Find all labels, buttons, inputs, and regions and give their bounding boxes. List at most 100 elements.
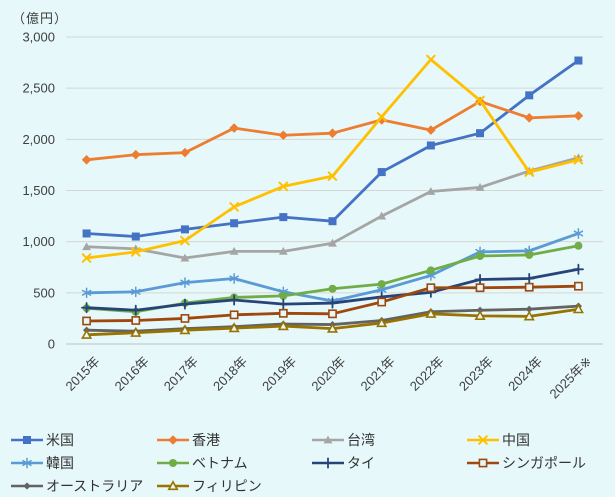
legend-label: 韓国 bbox=[46, 454, 74, 471]
marker bbox=[376, 317, 388, 328]
marker bbox=[377, 168, 386, 177]
marker bbox=[81, 328, 93, 339]
marker bbox=[426, 272, 436, 279]
y-tick-label: 0 bbox=[48, 337, 55, 352]
marker bbox=[180, 225, 189, 234]
marker bbox=[81, 155, 92, 165]
x-tick-label: 2017年 bbox=[161, 354, 201, 394]
marker bbox=[376, 286, 387, 293]
marker bbox=[572, 303, 584, 314]
marker bbox=[524, 167, 535, 177]
marker bbox=[328, 238, 337, 247]
x-tick-label: 2021年 bbox=[358, 354, 398, 394]
marker bbox=[131, 288, 141, 295]
marker bbox=[131, 316, 141, 325]
legend-item-thailand: タイ bbox=[311, 453, 466, 473]
legend-marker-icon bbox=[11, 457, 43, 468]
x-tick-label: 2019年 bbox=[259, 354, 299, 394]
x-tick-label: 2024年 bbox=[505, 354, 545, 394]
marker bbox=[525, 250, 534, 259]
marker bbox=[278, 246, 288, 255]
marker bbox=[426, 266, 435, 275]
marker bbox=[130, 326, 142, 337]
x-tick-label: 2020年 bbox=[308, 354, 348, 394]
marker bbox=[476, 129, 485, 138]
legend-item-korea: 韓国 bbox=[10, 453, 156, 473]
marker bbox=[82, 229, 91, 238]
marker bbox=[327, 171, 338, 181]
marker bbox=[82, 316, 91, 326]
marker bbox=[475, 183, 485, 191]
legend-label: 台湾 bbox=[347, 431, 375, 448]
marker bbox=[328, 309, 337, 319]
legend-item-usa: 米国 bbox=[10, 430, 156, 450]
marker bbox=[279, 291, 288, 300]
marker bbox=[81, 253, 92, 263]
marker bbox=[180, 279, 190, 286]
marker bbox=[131, 232, 140, 241]
legend-marker-icon bbox=[467, 458, 499, 467]
y-tick-label: 2,000 bbox=[22, 132, 55, 147]
marker bbox=[475, 95, 485, 106]
marker bbox=[573, 230, 584, 237]
legend-item-vietnam: ベトナム bbox=[156, 453, 311, 473]
marker bbox=[524, 282, 534, 292]
legend-item-australia: オーストラリア bbox=[10, 476, 156, 496]
legend-marker-icon bbox=[312, 435, 344, 443]
marker bbox=[377, 297, 387, 307]
marker bbox=[476, 251, 485, 260]
legend-label: タイ bbox=[347, 454, 375, 471]
legend-marker-icon bbox=[467, 434, 499, 445]
marker bbox=[179, 324, 191, 335]
marker bbox=[229, 275, 239, 282]
legend-label: ベトナム bbox=[192, 454, 248, 471]
marker bbox=[326, 322, 339, 333]
legend-label: フィリピン bbox=[192, 477, 262, 494]
marker bbox=[376, 112, 387, 122]
marker bbox=[524, 113, 535, 123]
legend-marker-icon bbox=[157, 458, 189, 467]
marker bbox=[278, 181, 289, 192]
x-tick-label: 2016年 bbox=[112, 354, 152, 394]
marker bbox=[279, 213, 288, 222]
marker bbox=[426, 187, 436, 195]
marker bbox=[180, 314, 190, 323]
legend-label: オーストラリア bbox=[46, 477, 144, 494]
marker bbox=[426, 54, 436, 65]
marker bbox=[180, 235, 190, 246]
marker bbox=[278, 130, 289, 141]
legend-item-china: 中国 bbox=[466, 430, 611, 450]
marker bbox=[426, 125, 436, 135]
x-tick-label: 2015年 bbox=[62, 354, 102, 394]
y-tick-label: 1,500 bbox=[22, 183, 55, 198]
legend-label: 中国 bbox=[502, 431, 530, 448]
x-tick-label: 2023年 bbox=[456, 354, 496, 394]
legend-marker-icon bbox=[157, 479, 189, 490]
marker bbox=[229, 246, 239, 255]
marker bbox=[425, 307, 437, 318]
legend-marker-icon bbox=[312, 457, 344, 469]
marker bbox=[229, 310, 239, 320]
marker bbox=[180, 253, 190, 262]
x-tick-label: 2025年※ bbox=[547, 354, 595, 402]
marker bbox=[229, 123, 239, 133]
marker bbox=[377, 280, 386, 289]
y-tick-label: 500 bbox=[33, 285, 55, 300]
marker bbox=[81, 289, 92, 296]
marker bbox=[574, 56, 583, 65]
marker bbox=[426, 141, 435, 150]
x-tick-label: 2022年 bbox=[407, 354, 447, 394]
marker bbox=[573, 155, 584, 165]
marker bbox=[230, 219, 239, 228]
marker bbox=[82, 242, 91, 251]
legend-label: 香港 bbox=[192, 431, 220, 448]
x-tick-label: 2018年 bbox=[210, 354, 250, 394]
marker bbox=[525, 91, 534, 100]
legend-item-singapore: シンガポール bbox=[466, 453, 611, 473]
y-tick-label: 3,000 bbox=[22, 30, 55, 45]
legend-item-philippines: フィリピン bbox=[156, 476, 311, 496]
marker bbox=[130, 247, 141, 257]
legend-marker-icon bbox=[11, 481, 43, 490]
marker bbox=[474, 310, 486, 320]
